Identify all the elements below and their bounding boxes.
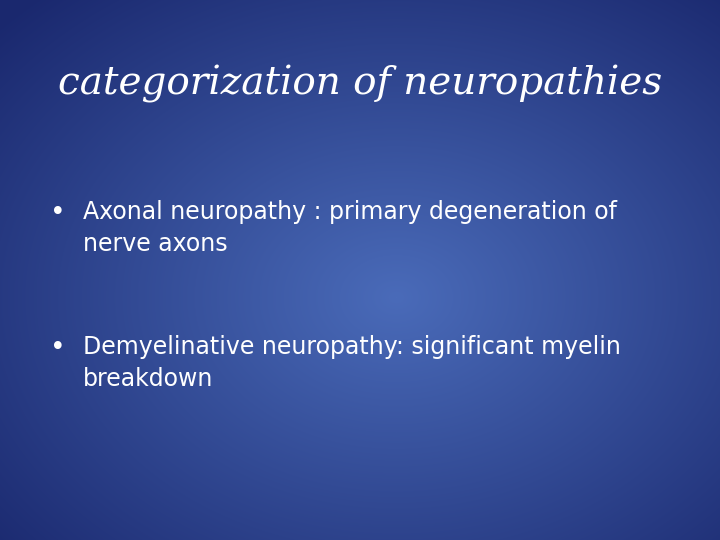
Text: •: • xyxy=(50,200,66,226)
Text: Demyelinative neuropathy: significant myelin
breakdown: Demyelinative neuropathy: significant my… xyxy=(83,335,621,392)
Text: Axonal neuropathy : primary degeneration of
nerve axons: Axonal neuropathy : primary degeneration… xyxy=(83,200,617,256)
Text: •: • xyxy=(50,335,66,361)
Text: categorization of neuropathies: categorization of neuropathies xyxy=(58,65,662,103)
